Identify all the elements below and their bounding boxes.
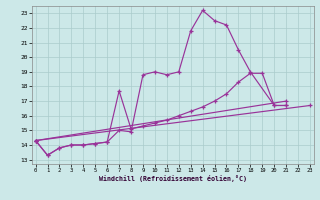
X-axis label: Windchill (Refroidissement éolien,°C): Windchill (Refroidissement éolien,°C) [99, 175, 247, 182]
